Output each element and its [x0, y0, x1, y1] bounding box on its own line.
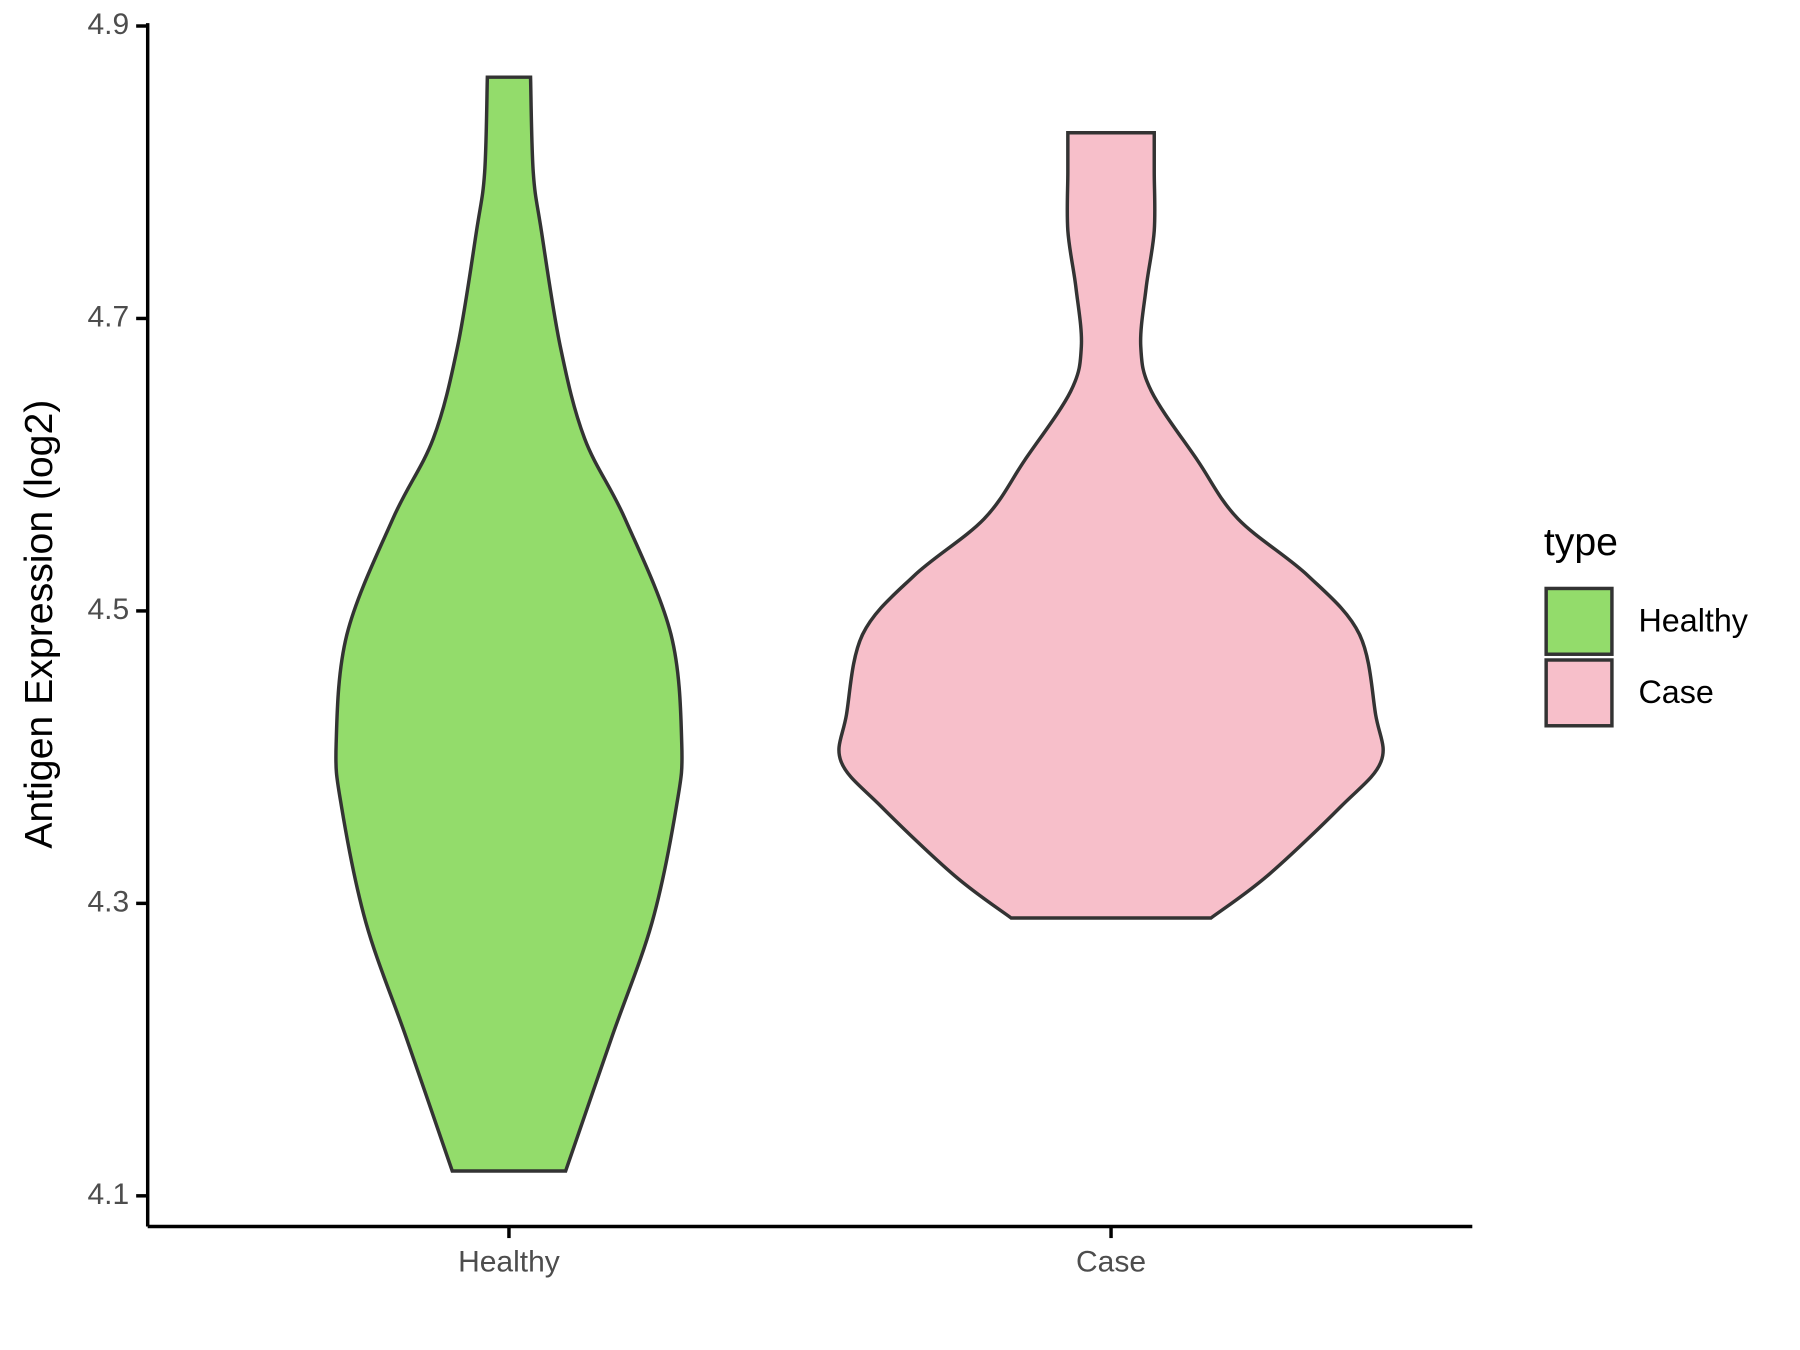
legend-label: Healthy — [1638, 603, 1748, 639]
y-tick-label: 4.5 — [88, 593, 130, 626]
y-axis-label: Antigen Expression (log2) — [17, 400, 61, 849]
legend-title: type — [1544, 520, 1618, 564]
y-tick-label: 4.3 — [88, 885, 130, 918]
violin — [334, 75, 684, 1173]
legend-swatch — [1544, 658, 1614, 728]
y-tick-label: 4.1 — [88, 1178, 130, 1211]
x-tick-label: Healthy — [458, 1245, 560, 1278]
y-tick-label: 4.7 — [88, 300, 130, 333]
legend-swatch — [1544, 586, 1614, 656]
y-tick-label: 4.9 — [88, 8, 130, 41]
violin — [837, 131, 1385, 920]
x-tick-label: Case — [1076, 1245, 1146, 1278]
legend-label: Case — [1638, 674, 1713, 710]
